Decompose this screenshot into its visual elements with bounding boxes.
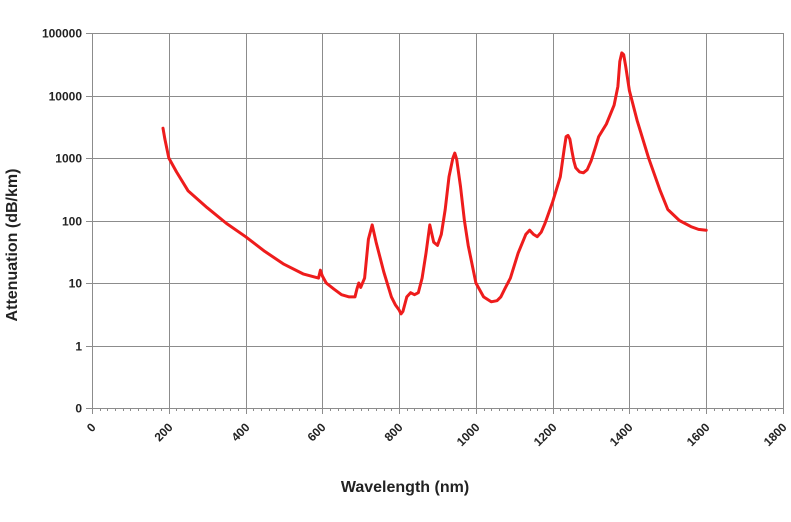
y-tick-label: 1000 bbox=[55, 152, 82, 166]
y-tick-label: 100 bbox=[62, 215, 82, 229]
axes bbox=[86, 33, 784, 414]
x-axis-title: Wavelength (nm) bbox=[341, 479, 469, 496]
x-tick-label: 1400 bbox=[607, 420, 636, 449]
grid bbox=[92, 33, 784, 408]
x-tick-label: 600 bbox=[305, 420, 329, 444]
y-axis-title: Attenuation (dB/km) bbox=[4, 169, 21, 322]
y-tick-labels: 0 1 10 100 1000 10000 100000 bbox=[42, 27, 82, 416]
x-tick-label: 200 bbox=[152, 420, 176, 444]
x-tick-label: 400 bbox=[229, 420, 253, 444]
x-tick-label: 800 bbox=[382, 420, 406, 444]
x-tick-label: 0 bbox=[84, 420, 99, 435]
series-layer bbox=[161, 51, 708, 316]
x-tick-label: 1000 bbox=[454, 420, 483, 449]
y-tick-label: 10000 bbox=[49, 90, 83, 104]
y-tick-label: 1 bbox=[75, 340, 82, 354]
x-tick-label: 1800 bbox=[761, 420, 790, 449]
attenuation-series-line bbox=[161, 51, 708, 316]
x-tick-labels: 0 200 400 600 800 1000 1200 1400 1600 1800 bbox=[84, 420, 790, 449]
y-tick-label: 100000 bbox=[42, 27, 82, 41]
y-tick-label: 10 bbox=[69, 277, 83, 291]
x-tick-label: 1600 bbox=[684, 420, 713, 449]
y-tick-label: 0 bbox=[75, 402, 82, 416]
x-tick-label: 1200 bbox=[531, 420, 560, 449]
